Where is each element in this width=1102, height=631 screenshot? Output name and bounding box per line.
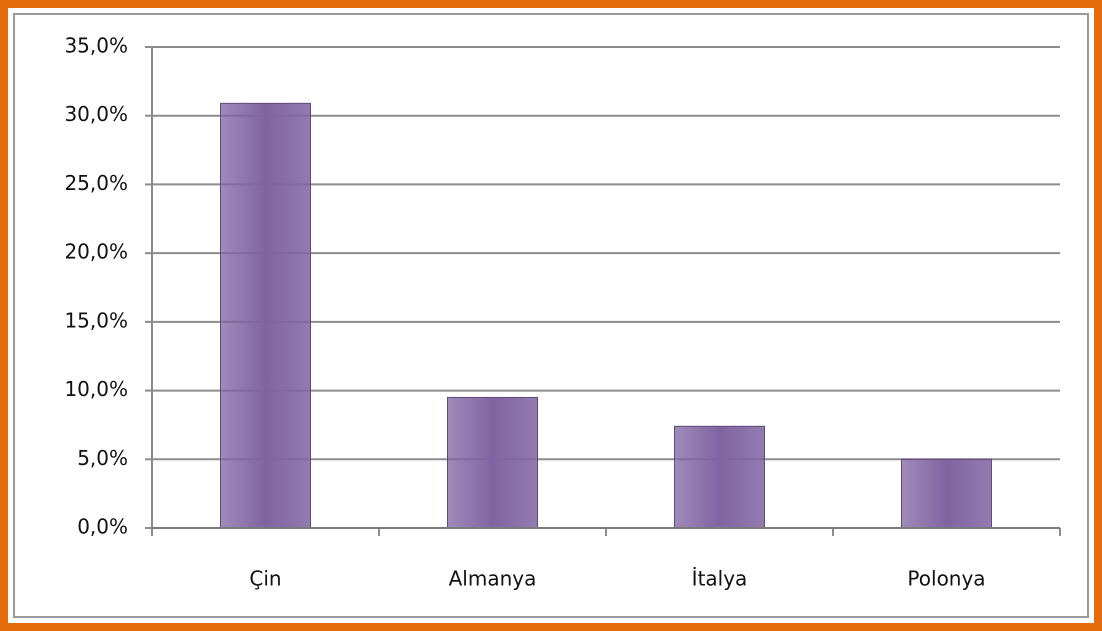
y-tick-label: 35,0%: [64, 34, 128, 58]
y-tick-label: 30,0%: [64, 102, 128, 126]
y-tick-label: 10,0%: [64, 377, 128, 401]
y-tick-label: 15,0%: [64, 308, 128, 332]
bar: [220, 102, 311, 529]
x-tick-label: İtalya: [692, 567, 748, 591]
y-tick-label: 5,0%: [77, 446, 128, 470]
bar: [674, 425, 765, 529]
bar: [447, 396, 538, 529]
x-tick-label: Almanya: [449, 567, 537, 591]
y-tick-label: 25,0%: [64, 171, 128, 195]
x-tick-label: Çin: [249, 567, 281, 591]
y-tick-label: 0,0%: [77, 515, 128, 539]
x-tick-label: Polonya: [907, 567, 985, 591]
y-tick-label: 20,0%: [64, 240, 128, 264]
bar: [901, 458, 992, 529]
